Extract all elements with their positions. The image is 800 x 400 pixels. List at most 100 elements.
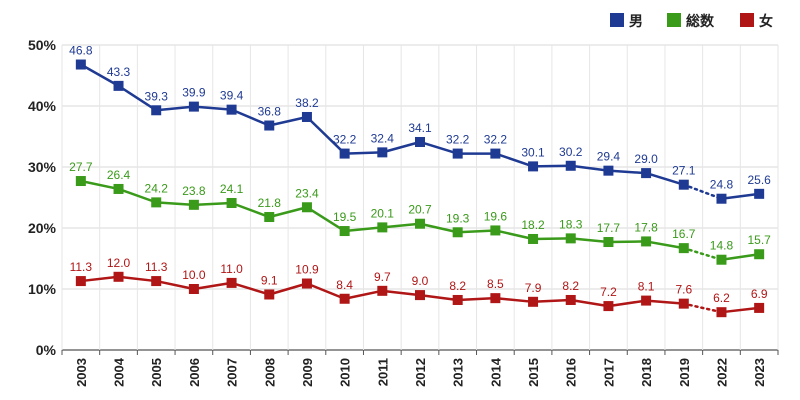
series-1-marker <box>301 202 312 213</box>
series-2-marker <box>339 293 350 304</box>
series-2-data-label: 11.3 <box>145 260 168 274</box>
series-0-line-segment <box>79 63 120 88</box>
series-2-data-label: 9.0 <box>412 274 429 288</box>
series-1-marker <box>151 197 162 208</box>
series-2-marker <box>188 284 199 294</box>
series-2-line-segment <box>494 296 535 304</box>
series-0-line-segment <box>494 152 535 168</box>
series-1-data-label: 17.7 <box>597 221 621 235</box>
series-1-line-segment <box>381 222 422 229</box>
series-0-line-segment <box>644 171 686 186</box>
series-0-data-label: 39.4 <box>220 89 244 103</box>
series-2-line-segment <box>569 298 610 308</box>
series-0-data-label: 30.1 <box>521 145 545 159</box>
series-0-line-segment <box>720 192 761 200</box>
series-1-marker <box>75 176 86 187</box>
series-1-data-label: 21.8 <box>258 196 282 210</box>
series-0-data-label: 34.1 <box>408 121 432 135</box>
series-1-marker <box>264 212 275 223</box>
series-0-line-segment <box>192 105 233 111</box>
y-tick-label: 40% <box>28 98 57 114</box>
series-1-line-segment <box>117 187 158 204</box>
series-1-line-segment <box>494 229 535 241</box>
series-0-marker <box>716 193 727 204</box>
series-2-marker <box>754 302 765 313</box>
x-category-label: 2008 <box>262 358 277 387</box>
series-0-data-label: 29.0 <box>634 152 658 166</box>
series-1-line-segment <box>192 201 233 207</box>
y-tick-label: 10% <box>28 281 57 297</box>
series-0-data-label: 32.4 <box>371 131 395 145</box>
series-1-marker <box>603 237 614 248</box>
series-1-line-segment <box>682 246 723 261</box>
series-1-data-label: 23.4 <box>295 186 319 200</box>
legend-label-1: 総数 <box>686 13 715 30</box>
series-0-marker <box>113 80 124 91</box>
series-0-line-segment <box>117 84 158 112</box>
series-0-line-segment <box>418 140 459 155</box>
series-1-data-label: 24.2 <box>145 181 169 195</box>
series-0-line-segment <box>569 164 610 172</box>
series-0-marker <box>528 161 539 172</box>
series-2-data-label: 6.2 <box>713 291 730 305</box>
x-category-label: 2023 <box>752 358 767 387</box>
x-category-label: 2010 <box>338 358 353 387</box>
series-2-data-label: 9.1 <box>261 273 278 287</box>
series-0-line-segment <box>154 105 196 112</box>
series-0-data-label: 24.8 <box>710 178 734 192</box>
series-0-marker <box>301 111 312 122</box>
x-category-label: 2018 <box>639 358 654 387</box>
series-2-data-label: 11.3 <box>70 260 93 274</box>
series-0-marker <box>678 179 689 190</box>
x-category-label: 2019 <box>677 358 692 387</box>
series-2-data-label: 7.2 <box>600 285 617 299</box>
series-2-data-label: 9.7 <box>374 270 391 284</box>
y-tick-label: 0% <box>36 342 57 358</box>
series-2-line-segment <box>682 302 723 314</box>
series-0-marker <box>226 104 237 115</box>
series-1-data-label: 18.3 <box>559 217 583 231</box>
series-0-data-label: 32.2 <box>446 133 470 147</box>
series-2-marker <box>716 307 727 318</box>
series-1-line-segment <box>343 226 384 233</box>
series-0-marker <box>565 160 576 171</box>
series-1-line-segment <box>418 222 459 234</box>
series-1-data-label: 15.7 <box>747 233 771 247</box>
series-0-marker <box>188 101 199 112</box>
series-1-data-label: 19.6 <box>484 209 508 223</box>
series-2-marker <box>641 295 652 306</box>
x-category-label: 2013 <box>451 358 466 387</box>
series-1-data-label: 19.5 <box>333 210 357 224</box>
series-2-line-segment <box>117 275 158 283</box>
series-0-marker <box>75 59 86 70</box>
series-2-marker <box>565 294 576 305</box>
series-0-marker <box>490 148 501 159</box>
series-1-line-segment <box>644 240 686 250</box>
x-category-label: 2004 <box>112 357 127 387</box>
series-1-data-label: 20.1 <box>371 206 395 220</box>
legend-label-0: 男 <box>629 14 643 30</box>
y-tick-label: 50% <box>28 37 57 53</box>
series-1-data-label: 23.8 <box>182 184 206 198</box>
series-1-marker <box>377 222 388 233</box>
x-category-label: 2022 <box>714 358 729 387</box>
series-2-data-label: 8.1 <box>638 280 655 294</box>
x-category-label: 2014 <box>488 357 503 387</box>
series-1-marker <box>113 183 124 194</box>
series-0-line-segment <box>607 169 648 175</box>
series-1-marker <box>754 249 765 260</box>
series-1-line-segment <box>531 237 572 241</box>
series-2-data-label: 7.9 <box>525 281 542 295</box>
x-category-label: 2017 <box>601 358 616 387</box>
series-2-data-label: 8.5 <box>487 277 504 291</box>
x-category-label: 2012 <box>413 358 428 387</box>
series-2-line-segment <box>607 299 648 308</box>
series-0-line-segment <box>531 164 572 168</box>
series-1-data-label: 18.2 <box>521 218 545 232</box>
series-1-line-segment <box>607 240 648 244</box>
series-0-marker <box>415 136 425 147</box>
series-0-line-segment <box>381 140 422 154</box>
series-1-marker <box>226 197 237 208</box>
